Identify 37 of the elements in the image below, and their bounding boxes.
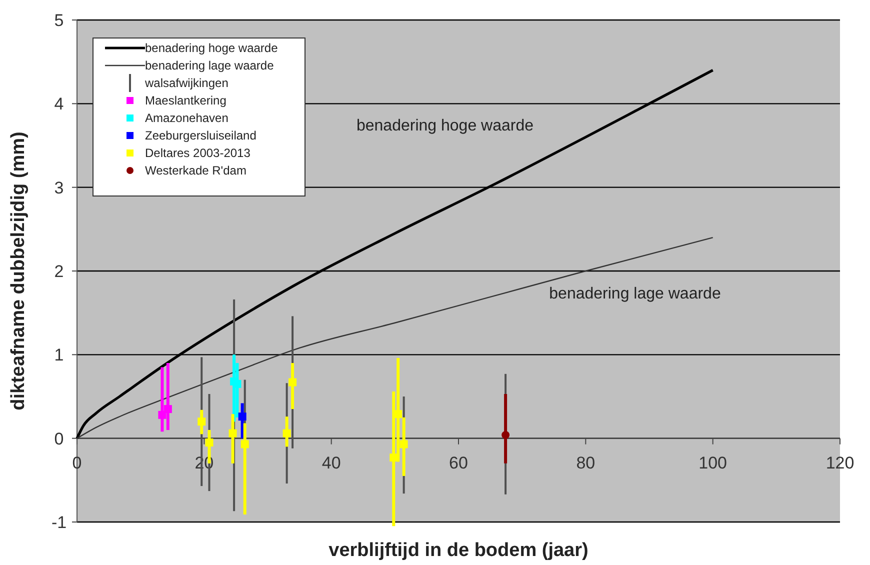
legend-label: Zeeburgersluiseiland xyxy=(145,128,256,143)
point xyxy=(282,429,291,438)
y-tick-label: 1 xyxy=(54,346,64,365)
legend-label: Westerkade R'dam xyxy=(145,164,246,178)
y-axis-title: dikteafname dubbelzijdig (mm) xyxy=(8,132,29,410)
annotation: benadering hoge waarde xyxy=(356,118,534,135)
point xyxy=(228,429,237,438)
point xyxy=(390,454,398,462)
legend-label: benadering hoge waarde xyxy=(145,41,278,56)
point xyxy=(238,412,246,421)
x-tick-label: 120 xyxy=(826,453,854,472)
point xyxy=(400,440,408,448)
y-tick-label: -1 xyxy=(51,512,67,532)
y-tick-label: 0 xyxy=(54,429,64,448)
point xyxy=(158,410,166,419)
x-tick-label: 100 xyxy=(698,453,728,472)
y-tick-label: 2 xyxy=(54,262,64,281)
point xyxy=(288,378,297,386)
point xyxy=(394,410,402,418)
annotation: benadering lage waarde xyxy=(549,286,721,303)
y-tick-label: 4 xyxy=(54,94,64,114)
y-tick-label: 3 xyxy=(54,178,64,198)
x-tick-label: 80 xyxy=(576,453,596,472)
legend-label: benadering lage waarde xyxy=(145,58,274,73)
point xyxy=(502,430,510,439)
legend-label: Deltares 2003-2013 xyxy=(145,146,251,160)
legend-label: Maeslantkering xyxy=(145,94,226,108)
legend-label: walsafwijkingen xyxy=(144,76,228,90)
point xyxy=(198,418,206,426)
y-tick-label: 5 xyxy=(54,10,64,30)
x-axis-title: verblijftijd in de bodem (jaar) xyxy=(328,540,588,561)
x-tick-label: 40 xyxy=(322,453,341,472)
legend-label: Amazonehaven xyxy=(145,111,228,126)
point xyxy=(205,438,214,447)
x-tick-label: 60 xyxy=(449,453,468,472)
point xyxy=(164,405,172,414)
point xyxy=(240,440,249,448)
